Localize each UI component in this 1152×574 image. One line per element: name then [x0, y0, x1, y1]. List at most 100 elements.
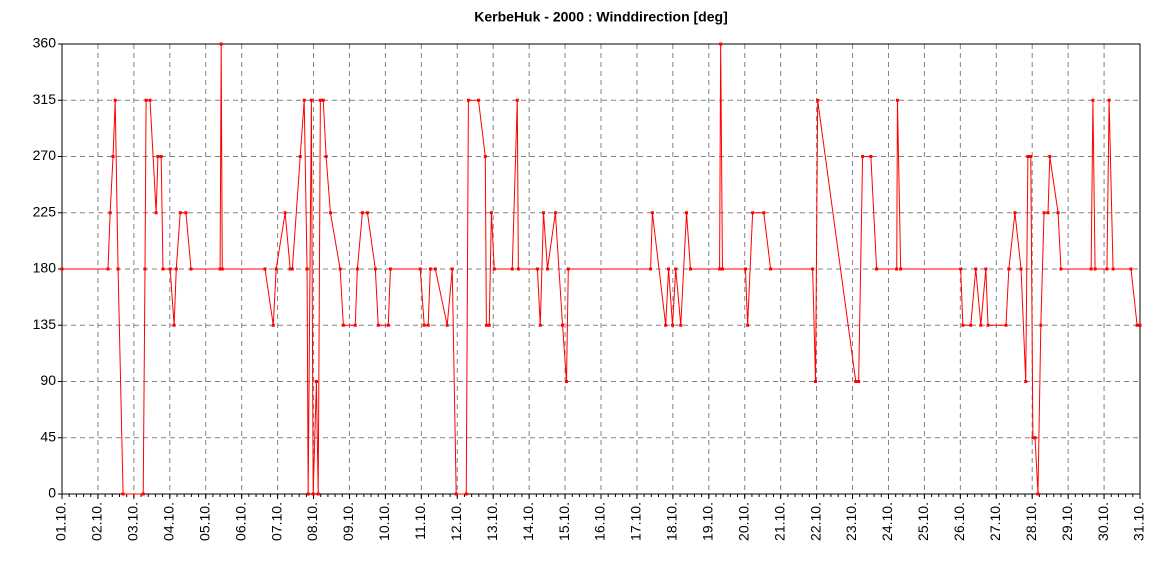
data-point — [373, 267, 377, 271]
data-point — [1039, 323, 1043, 327]
x-tick-label: 13.10. — [484, 502, 500, 541]
x-tick-label: 23.10. — [843, 502, 859, 541]
data-point — [316, 492, 320, 496]
data-point — [484, 323, 488, 327]
x-tick-label: 02.10. — [89, 502, 105, 541]
data-point — [664, 323, 668, 327]
data-point — [667, 267, 671, 271]
data-point — [324, 155, 328, 158]
data-point — [986, 323, 990, 327]
x-tick-label: 25.10. — [915, 502, 931, 541]
data-point — [489, 211, 493, 215]
data-point — [984, 267, 988, 271]
data-point — [219, 42, 223, 46]
data-point — [321, 98, 325, 102]
data-point — [338, 267, 342, 271]
data-point — [1046, 211, 1050, 215]
data-point — [305, 267, 309, 271]
data-point — [1004, 323, 1008, 327]
data-point — [318, 98, 322, 102]
data-point — [328, 211, 332, 215]
data-point — [974, 267, 978, 271]
data-point — [288, 267, 292, 271]
data-point — [172, 323, 176, 327]
data-point — [159, 155, 163, 158]
data-point — [688, 267, 692, 271]
x-tick-label: 11.10. — [412, 502, 428, 540]
data-point — [1042, 211, 1046, 215]
data-point — [649, 267, 653, 271]
data-point — [538, 323, 542, 327]
y-tick-label: 45 — [40, 428, 56, 444]
data-point — [895, 98, 899, 102]
x-tick-label: 31.10. — [1131, 502, 1147, 541]
data-point — [1019, 267, 1023, 271]
data-point — [811, 267, 815, 271]
data-point — [144, 98, 148, 102]
x-tick-label: 09.10. — [340, 502, 356, 541]
y-tick-label: 360 — [33, 35, 57, 51]
data-point — [1059, 267, 1063, 271]
data-point — [106, 267, 110, 271]
data-point — [542, 211, 546, 215]
y-tick-label: 135 — [33, 316, 57, 332]
x-tick-label: 24.10. — [879, 502, 895, 541]
data-point — [1089, 267, 1093, 271]
data-point — [360, 211, 364, 215]
data-point — [365, 211, 369, 215]
x-tick-label: 27.10. — [987, 502, 1003, 541]
x-tick-label: 04.10. — [161, 502, 177, 541]
data-point — [751, 211, 755, 215]
data-point — [388, 267, 392, 271]
data-point — [386, 323, 390, 327]
data-point — [1091, 98, 1095, 102]
y-tick-label: 225 — [33, 203, 57, 219]
x-tick-label: 10.10. — [376, 502, 392, 541]
x-tick-label: 29.10. — [1059, 502, 1075, 541]
data-point — [376, 323, 380, 327]
data-point — [1026, 155, 1030, 158]
data-point — [685, 211, 689, 215]
data-point — [1135, 323, 1139, 327]
data-point — [428, 267, 432, 271]
x-tick-label: 21.10. — [771, 502, 787, 541]
x-tick-label: 07.10. — [268, 502, 284, 541]
data-point — [464, 492, 468, 496]
data-point — [895, 267, 899, 271]
data-point — [355, 267, 359, 271]
data-point — [674, 267, 678, 271]
data-point — [1111, 267, 1115, 271]
data-point — [1007, 267, 1011, 271]
data-point — [466, 98, 470, 102]
data-point — [720, 267, 724, 271]
data-point — [1013, 211, 1017, 215]
data-point — [565, 380, 569, 383]
data-point — [426, 323, 430, 327]
data-point — [353, 323, 357, 327]
data-point — [516, 267, 520, 271]
data-point — [168, 267, 172, 271]
data-point — [1138, 323, 1142, 327]
data-point — [899, 267, 903, 271]
x-tick-label: 18.10. — [664, 502, 680, 541]
x-tick-label: 20.10. — [735, 502, 751, 541]
x-tick-label: 14.10. — [520, 502, 536, 541]
data-point — [1093, 267, 1097, 271]
data-point — [561, 323, 565, 327]
y-tick-label: 315 — [33, 91, 57, 107]
data-point — [306, 492, 310, 496]
data-point — [718, 267, 722, 271]
data-point — [148, 98, 152, 102]
x-tick-label: 19.10. — [700, 502, 716, 541]
data-point — [220, 267, 224, 271]
data-point — [184, 211, 188, 215]
y-tick-label: 180 — [33, 260, 57, 276]
data-point — [671, 323, 675, 327]
data-point — [679, 323, 683, 327]
data-point — [719, 42, 723, 46]
data-point — [961, 323, 965, 327]
data-point — [274, 267, 278, 271]
data-point — [108, 211, 112, 215]
x-tick-label: 30.10. — [1095, 502, 1111, 541]
